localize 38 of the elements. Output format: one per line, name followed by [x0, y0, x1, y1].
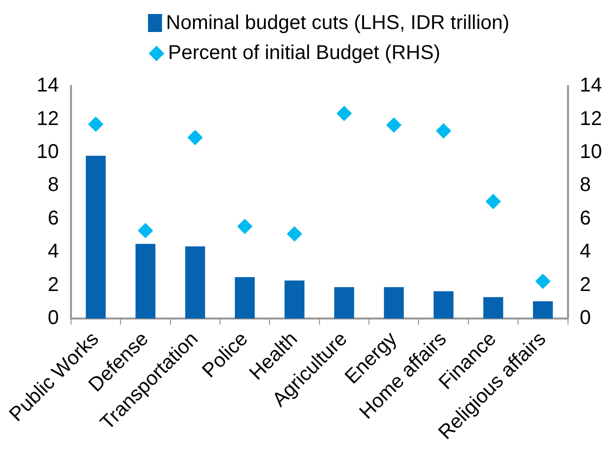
point [237, 218, 252, 234]
y2-tick-label: 14 [580, 74, 602, 97]
y2-tick-label: 10 [580, 140, 602, 163]
point [336, 106, 352, 121]
bar [284, 280, 304, 319]
y-tick-label: 8 [48, 174, 59, 196]
bar [483, 297, 504, 319]
point [436, 123, 452, 138]
bar [384, 287, 404, 319]
y2-tick-label: 8 [580, 174, 591, 196]
point [486, 194, 501, 210]
y-tick-label: 4 [48, 240, 59, 263]
y2-tick-label: 0 [580, 307, 591, 330]
bar [532, 301, 553, 319]
bar [234, 277, 255, 319]
point [138, 223, 153, 238]
y-tick-label: 2 [48, 274, 59, 296]
bar [185, 246, 206, 319]
bar [434, 291, 454, 319]
point [535, 274, 550, 289]
point [386, 118, 402, 133]
y-tick-label: 10 [36, 140, 59, 163]
y-tick-label: 0 [48, 307, 59, 330]
point [287, 226, 302, 242]
y2-tick-label: 6 [580, 207, 591, 230]
bar [136, 244, 156, 319]
bar [334, 287, 354, 319]
y2-tick-label: 12 [580, 108, 602, 130]
point [188, 130, 203, 146]
y2-tick-label: 4 [580, 240, 591, 263]
bar [86, 156, 106, 319]
y2-tick-label: 2 [580, 274, 591, 296]
legend-label: Percent of initial Budget (RHS) [168, 41, 440, 66]
y-tick-label: 14 [36, 74, 59, 97]
legend-label: Nominal budget cuts (LHS, IDR trillion) [166, 11, 510, 36]
point [88, 116, 104, 132]
y-tick-label: 6 [48, 207, 59, 230]
y-tick-label: 12 [36, 108, 59, 130]
